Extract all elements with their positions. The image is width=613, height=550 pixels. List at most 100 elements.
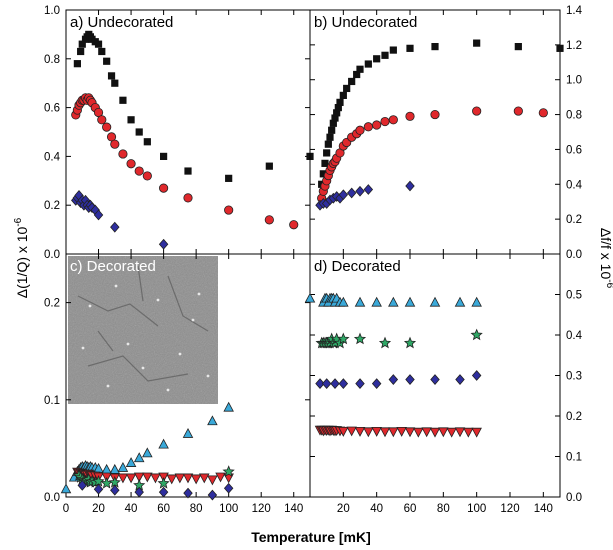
data-point xyxy=(346,426,357,437)
data-point xyxy=(117,461,129,472)
data-point xyxy=(538,108,548,118)
x-tick-label: 100 xyxy=(467,503,486,515)
data-point xyxy=(421,427,432,438)
data-point xyxy=(473,39,481,47)
data-point xyxy=(343,84,351,93)
data-point xyxy=(463,427,474,438)
data-point xyxy=(454,427,466,438)
data-point xyxy=(336,98,344,106)
y-tick-label: 0.2 xyxy=(44,200,60,212)
data-point xyxy=(353,70,361,79)
x-tick-label: 120 xyxy=(500,503,519,515)
data-point xyxy=(198,473,210,484)
x-tick-label: 60 xyxy=(404,503,417,515)
data-point xyxy=(431,43,439,51)
data-point xyxy=(388,427,399,438)
data-point xyxy=(379,427,391,438)
data-point xyxy=(133,472,145,483)
data-point xyxy=(455,374,465,385)
data-point xyxy=(184,167,192,175)
data-point xyxy=(77,479,87,491)
data-point xyxy=(264,215,274,225)
x-tick-label: 0 xyxy=(63,503,69,515)
data-point xyxy=(329,119,337,127)
x-tick-label: 140 xyxy=(284,503,303,515)
y-tick-label: 0.8 xyxy=(44,54,60,66)
y-tick-label: 0.0 xyxy=(44,249,60,261)
data-point xyxy=(364,60,372,68)
data-point xyxy=(119,96,127,104)
data-point xyxy=(338,296,349,307)
y-axis-label-left: Δ(1/Q) x 10-6 xyxy=(13,217,30,298)
panel-title: c) Decorated xyxy=(70,258,156,275)
data-point xyxy=(142,472,153,483)
data-point xyxy=(111,79,119,87)
data-point xyxy=(98,47,106,56)
data-point xyxy=(355,185,365,197)
series-diamond xyxy=(315,180,415,211)
data-point xyxy=(223,401,234,412)
data-point xyxy=(348,77,356,86)
data-point xyxy=(142,171,152,181)
data-point xyxy=(157,476,170,489)
y-tick-label: 0.0 xyxy=(44,492,60,504)
data-point xyxy=(190,474,202,485)
data-point xyxy=(315,378,325,390)
data-point xyxy=(77,47,85,56)
x-tick-label: 20 xyxy=(337,503,350,515)
x-tick-label: 60 xyxy=(157,503,170,515)
data-point xyxy=(470,328,483,341)
panel-title: a) Undecorated xyxy=(70,14,173,31)
y-axis-label-left-base: Δ(1/Q) x 10 xyxy=(14,226,30,298)
data-point xyxy=(78,40,86,48)
data-point xyxy=(143,138,151,146)
data-point xyxy=(225,174,233,182)
data-point xyxy=(371,378,382,390)
y-tick-label: 0.6 xyxy=(566,144,582,156)
x-tick-label: 40 xyxy=(370,503,383,515)
data-point xyxy=(93,483,104,495)
data-point xyxy=(222,465,235,477)
data-point xyxy=(405,374,415,385)
data-point xyxy=(363,427,374,438)
data-point xyxy=(454,296,466,307)
data-point xyxy=(406,44,414,52)
data-point xyxy=(166,474,178,485)
data-point xyxy=(388,374,399,385)
data-point xyxy=(158,238,169,250)
data-point xyxy=(125,457,137,467)
data-point xyxy=(150,473,161,484)
series-square xyxy=(318,39,564,188)
data-point xyxy=(371,296,382,307)
data-point xyxy=(101,463,112,474)
data-point xyxy=(326,133,334,141)
y-tick-label: 0.2 xyxy=(566,214,582,226)
data-point xyxy=(265,162,273,170)
data-point xyxy=(472,106,482,116)
data-point xyxy=(125,473,137,484)
data-point xyxy=(93,209,104,221)
data-point xyxy=(388,296,399,307)
x-tick-label: 140 xyxy=(534,503,553,515)
data-point xyxy=(338,378,349,390)
x-tick-label: 120 xyxy=(252,503,271,515)
data-point xyxy=(126,159,136,169)
y-tick-label: 0.0 xyxy=(566,492,582,504)
y-tick-label: 0.5 xyxy=(566,290,582,302)
data-point xyxy=(403,336,417,349)
data-point xyxy=(183,487,193,499)
data-point xyxy=(446,427,457,438)
data-point xyxy=(107,72,116,80)
data-point xyxy=(323,149,331,157)
data-point xyxy=(207,489,218,501)
data-point xyxy=(135,128,143,136)
data-point xyxy=(378,336,392,349)
series-triangle-up xyxy=(304,292,482,307)
y-tick-label: 1.2 xyxy=(566,40,582,52)
y-axis-label-right-exponent: -6 xyxy=(604,279,613,288)
x-tick-label: 20 xyxy=(92,503,105,515)
data-point xyxy=(133,452,145,463)
data-point xyxy=(429,427,441,438)
data-point xyxy=(363,122,373,132)
